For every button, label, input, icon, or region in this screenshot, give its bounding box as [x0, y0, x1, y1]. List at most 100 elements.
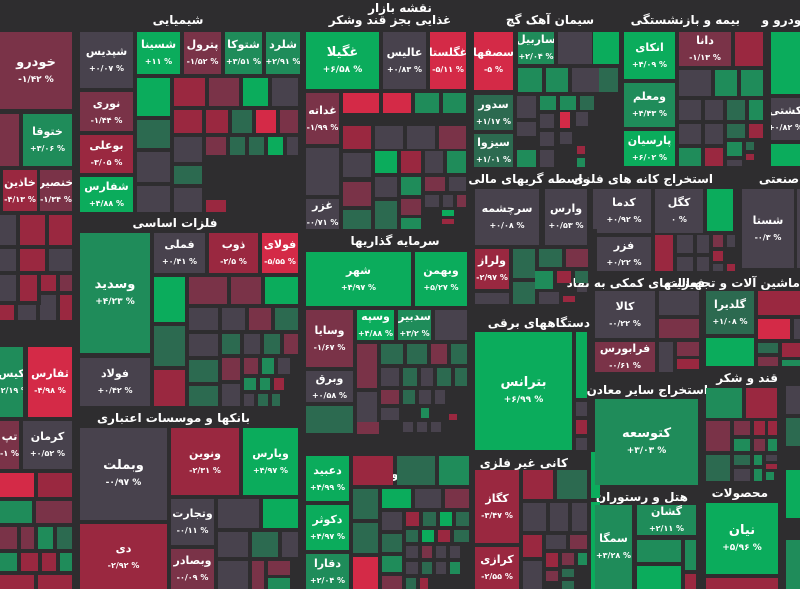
stock-tile-unlabeled[interactable] [137, 120, 170, 148]
stock-tile-unlabeled[interactable] [36, 501, 72, 523]
stock-tile-unlabeled[interactable] [706, 338, 754, 366]
stock-tile-unlabeled[interactable] [677, 235, 693, 253]
stock-tile-unlabeled[interactable] [578, 553, 587, 565]
stock-tile-unlabeled[interactable] [262, 358, 274, 374]
stock-tile-unlabeled[interactable] [576, 112, 588, 126]
stock-tile-unlabeled[interactable] [782, 360, 800, 366]
stock-tile-unlabeled[interactable] [768, 421, 777, 435]
stock-tile-unlabeled[interactable] [786, 386, 800, 414]
stock-tile-unlabeled[interactable] [425, 177, 445, 191]
stock-tile-unlabeled[interactable] [766, 472, 774, 480]
stock-tile-unlabeled[interactable] [705, 124, 723, 144]
stock-tile-unlabeled[interactable] [381, 390, 399, 404]
stock-tile-unlabeled[interactable] [727, 264, 735, 271]
stock-tile-unlabeled[interactable] [189, 308, 218, 330]
stock-tile-unlabeled[interactable] [435, 310, 467, 340]
stock-tile-unlabeled[interactable] [20, 275, 37, 301]
stock-tile-unlabeled[interactable] [679, 124, 701, 144]
stock-tile-unlabeled[interactable] [21, 553, 38, 571]
stock-tile[interactable]: سرچشمه +۰/۰۸ % [475, 189, 539, 245]
stock-tile[interactable]: نوری -۱/۴۴ % [80, 92, 133, 131]
stock-tile-unlabeled[interactable] [513, 249, 535, 278]
stock-tile[interactable]: ونوین -۲/۳۱ % [171, 428, 239, 495]
stock-tile-unlabeled[interactable] [375, 126, 403, 149]
stock-tile-unlabeled[interactable] [749, 124, 763, 138]
stock-tile-unlabeled[interactable] [450, 546, 460, 558]
stock-tile-unlabeled[interactable] [754, 469, 762, 481]
stock-tile[interactable]: فولاد +۰/۴۲ % [80, 358, 150, 406]
stock-tile-unlabeled[interactable] [252, 561, 264, 589]
stock-tile-unlabeled[interactable] [174, 166, 202, 184]
stock-tile[interactable]: وتجارت -۰/۱۱ % [171, 499, 214, 545]
stock-tile-unlabeled[interactable] [41, 295, 56, 305]
stock-tile-unlabeled[interactable] [0, 275, 16, 301]
stock-tile[interactable]: دی -۲/۹۲ % [80, 524, 167, 589]
stock-tile-unlabeled[interactable] [566, 249, 588, 267]
stock-tile-unlabeled[interactable] [218, 561, 248, 589]
stock-tile-unlabeled[interactable] [794, 319, 800, 339]
stock-tile-unlabeled[interactable] [278, 358, 290, 374]
stock-tile-unlabeled[interactable] [189, 277, 227, 304]
stock-tile-unlabeled[interactable] [659, 291, 699, 315]
stock-tile-unlabeled[interactable] [546, 535, 566, 549]
stock-tile-unlabeled[interactable] [593, 32, 619, 64]
stock-tile-unlabeled[interactable] [713, 235, 723, 247]
stock-tile[interactable]: غداته -۱/۹۹ % [306, 93, 339, 144]
stock-tile-unlabeled[interactable] [422, 530, 434, 542]
stock-tile-unlabeled[interactable] [438, 530, 450, 542]
stock-tile-unlabeled[interactable] [421, 408, 429, 418]
stock-tile-unlabeled[interactable] [174, 137, 202, 162]
stock-tile-unlabeled[interactable] [382, 489, 411, 508]
stock-tile-unlabeled[interactable] [243, 78, 268, 106]
stock-tile-unlabeled[interactable] [539, 249, 562, 267]
stock-tile-unlabeled[interactable] [523, 470, 553, 499]
stock-tile[interactable]: ذوب -۲/۵ % [209, 233, 258, 273]
stock-tile-unlabeled[interactable] [272, 394, 280, 406]
stock-tile-unlabeled[interactable] [20, 249, 45, 271]
stock-tile-unlabeled[interactable] [451, 344, 467, 364]
stock-tile-unlabeled[interactable] [353, 456, 393, 485]
stock-tile-unlabeled[interactable] [576, 402, 587, 416]
stock-tile-unlabeled[interactable] [749, 100, 763, 120]
stock-tile[interactable]: کالا -۰/۲۲ % [595, 291, 655, 338]
stock-tile-unlabeled[interactable] [450, 562, 460, 574]
stock-tile-unlabeled[interactable] [713, 251, 723, 261]
stock-tile-unlabeled[interactable] [550, 503, 568, 531]
stock-tile-unlabeled[interactable] [754, 455, 762, 465]
stock-tile-unlabeled[interactable] [60, 275, 72, 291]
stock-tile-unlabeled[interactable] [222, 334, 240, 354]
stock-tile-unlabeled[interactable] [535, 271, 553, 289]
stock-tile-unlabeled[interactable] [206, 200, 226, 212]
stock-tile-unlabeled[interactable] [705, 100, 723, 120]
stock-tile-unlabeled[interactable] [383, 93, 411, 113]
stock-tile-unlabeled[interactable] [771, 32, 800, 94]
stock-tile-unlabeled[interactable] [442, 210, 454, 216]
stock-tile-unlabeled[interactable] [60, 305, 72, 320]
stock-tile-unlabeled[interactable] [513, 282, 535, 304]
stock-tile-unlabeled[interactable] [727, 124, 745, 138]
stock-tile-unlabeled[interactable] [546, 68, 568, 92]
stock-tile-unlabeled[interactable] [679, 148, 701, 166]
stock-tile[interactable]: پارسیان +۶/۰۲ % [624, 131, 675, 166]
stock-tile-unlabeled[interactable] [768, 439, 777, 451]
stock-tile-unlabeled[interactable] [734, 421, 750, 435]
stock-tile-unlabeled[interactable] [154, 326, 185, 366]
stock-tile[interactable]: وسایا -۱/۶۷ % [306, 310, 353, 367]
stock-tile-unlabeled[interactable] [425, 195, 439, 207]
stock-tile[interactable]: خنصیر -۱/۳۴ % [40, 170, 72, 211]
stock-tile-unlabeled[interactable] [659, 319, 699, 338]
stock-tile-unlabeled[interactable] [137, 186, 170, 212]
stock-tile-unlabeled[interactable] [415, 489, 441, 508]
stock-tile-unlabeled[interactable] [786, 540, 800, 589]
stock-tile[interactable]: گلدیرا +۱/۰۸ % [706, 291, 754, 334]
stock-tile-unlabeled[interactable] [189, 334, 218, 356]
stock-tile-unlabeled[interactable] [287, 137, 298, 155]
stock-tile[interactable]: ساربیل +۲/۰۴ % [518, 32, 554, 64]
stock-tile-unlabeled[interactable] [576, 420, 587, 434]
stock-tile-unlabeled[interactable] [766, 464, 777, 469]
stock-tile-unlabeled[interactable] [20, 215, 45, 245]
stock-tile-unlabeled[interactable] [447, 151, 466, 173]
stock-tile-unlabeled[interactable] [381, 408, 399, 420]
stock-tile-unlabeled[interactable] [443, 195, 453, 207]
stock-tile-unlabeled[interactable] [403, 390, 415, 404]
